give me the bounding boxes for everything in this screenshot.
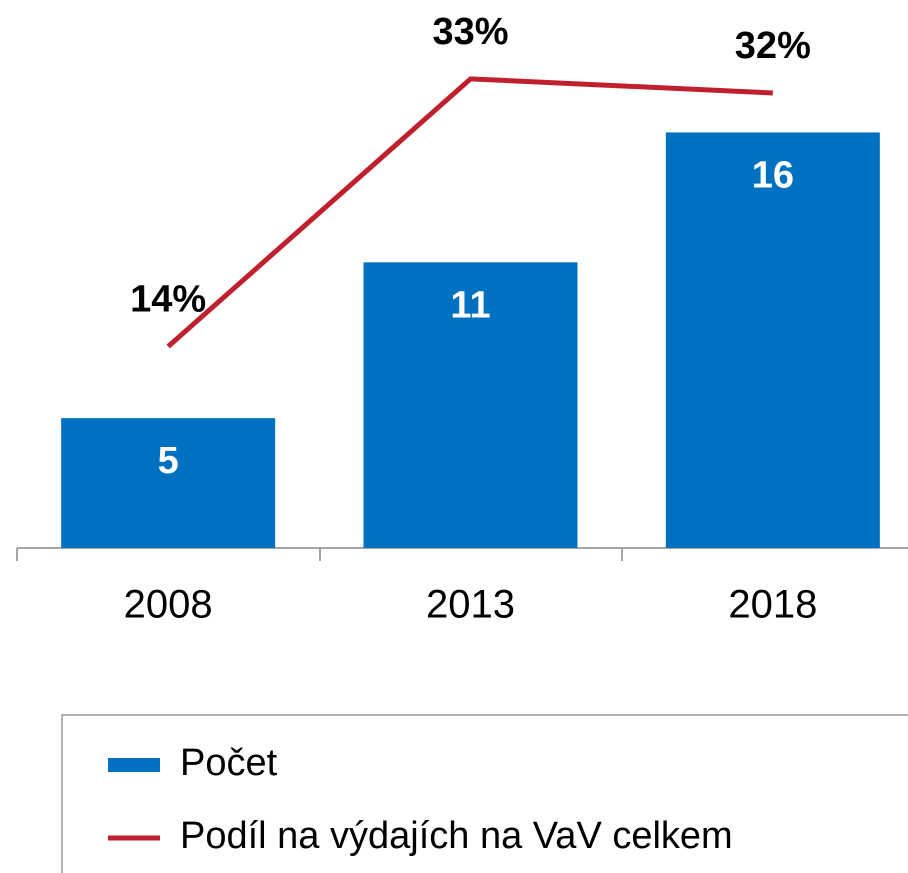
line-series	[166, 76, 773, 349]
x-tick-label: 2008	[124, 583, 213, 627]
legend-label: Podíl na výdajích na VaV celkem	[180, 815, 733, 857]
x-tick-label: 2018	[728, 583, 817, 627]
line-value-label: 33%	[432, 11, 508, 53]
bar	[61, 418, 276, 548]
legend-box	[61, 714, 908, 873]
line-value-label: 32%	[735, 25, 811, 67]
bar-value-label: 5	[158, 440, 179, 482]
bar	[363, 262, 578, 548]
legend-label: Počet	[180, 742, 278, 784]
line-value-label: 14%	[130, 279, 206, 321]
x-tick-label: 2013	[426, 583, 515, 627]
bar	[665, 132, 880, 549]
legend-swatch	[108, 758, 160, 772]
bar-value-label: 16	[752, 154, 794, 196]
bar-value-label: 11	[450, 284, 490, 326]
